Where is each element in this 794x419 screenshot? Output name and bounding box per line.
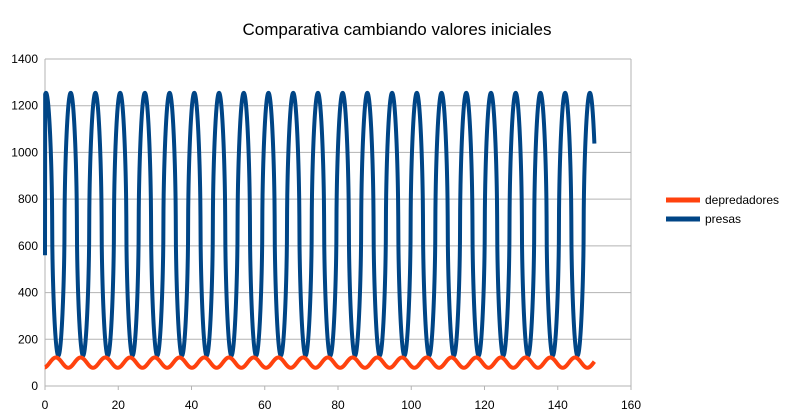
y-tick-label: 1400: [11, 52, 38, 66]
y-tick-label: 1200: [11, 99, 38, 113]
y-tick-label: 400: [18, 286, 38, 300]
x-tick-label: 60: [258, 398, 272, 412]
y-tick-label: 1000: [11, 145, 38, 159]
series-line-depredadores: [43, 355, 597, 370]
y-tick-label: 600: [18, 239, 38, 253]
legend-label-presas: presas: [705, 212, 741, 226]
x-tick-label: 80: [331, 398, 345, 412]
series-line-presas: [43, 90, 597, 358]
x-tick-label: 140: [548, 398, 568, 412]
x-tick-label: 100: [401, 398, 421, 412]
x-tick-label: 160: [621, 398, 641, 412]
chart-title: Comparativa cambiando valores iniciales: [243, 20, 552, 39]
y-tick-label: 800: [18, 192, 38, 206]
axes: 0 200 400 600 800 1000 1200 1400 0 20 40 60 80 100 120…: [11, 52, 641, 412]
legend-label-depredadores: depredadores: [705, 193, 779, 207]
series-layer: [43, 90, 597, 370]
x-tick-label: 20: [112, 398, 126, 412]
y-tick-label: 200: [18, 332, 38, 346]
legend: depredadores presas: [666, 193, 779, 226]
x-tick-label: 40: [185, 398, 199, 412]
y-tick-label: 0: [31, 379, 38, 393]
x-tick-label: 120: [474, 398, 494, 412]
x-tick-label: 0: [42, 398, 49, 412]
